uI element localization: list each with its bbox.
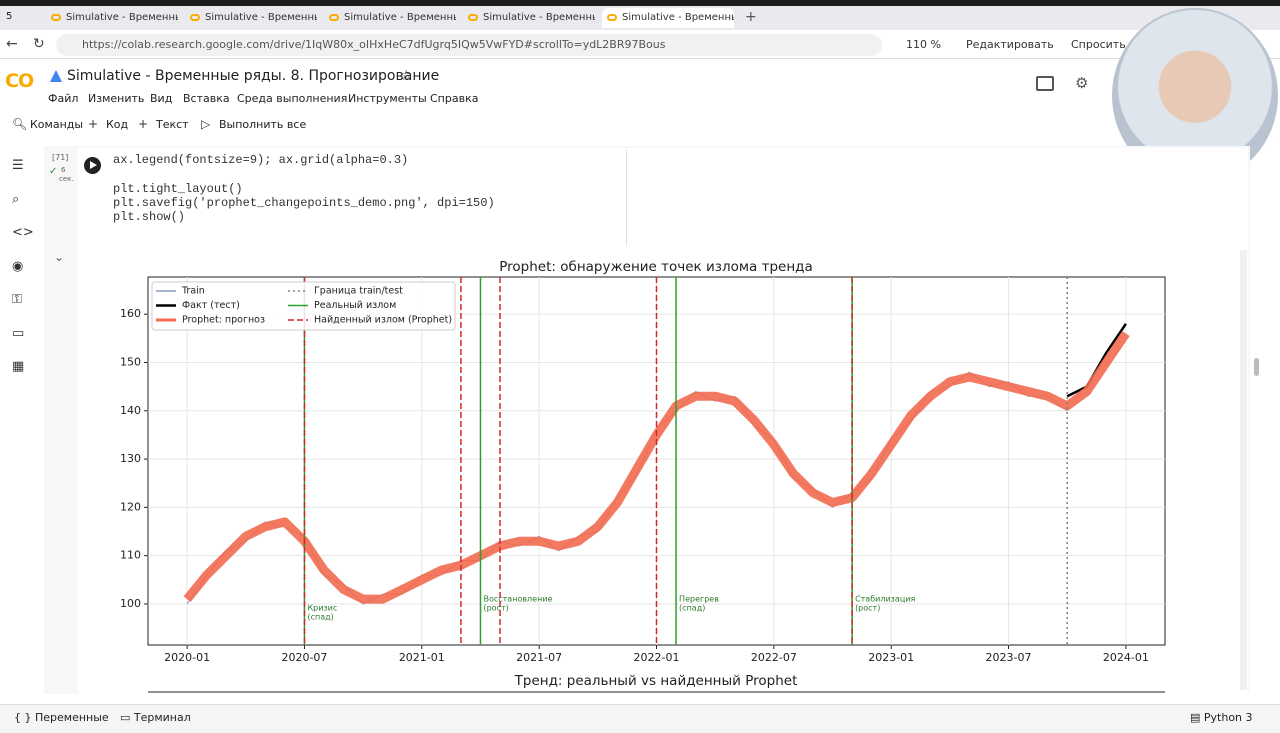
back[interactable]: ←	[6, 36, 18, 52]
comments[interactable]	[1036, 76, 1054, 91]
sidebar-icon[interactable]: ⌕	[12, 191, 20, 207]
scrollbar[interactable]	[1240, 250, 1247, 690]
sidebar-icon[interactable]: ☰	[12, 158, 24, 173]
toolbar-button[interactable]: Текст	[156, 118, 189, 131]
menu-item[interactable]: Файл	[48, 92, 79, 105]
code-line: plt.tight_layout()	[113, 182, 243, 196]
new-tab[interactable]: +	[745, 9, 757, 25]
code-editor[interactable]	[78, 148, 1248, 246]
sidebar	[0, 140, 40, 700]
toolbar-button[interactable]: Команды	[30, 118, 84, 131]
exec-count: [71]	[52, 153, 69, 162]
duration-unit: сек.	[59, 175, 74, 183]
toolbar-icon: 🔍︎	[12, 117, 28, 131]
runtime-label: Python 3	[1203, 711, 1253, 724]
terminal-label: Терминал	[133, 711, 191, 724]
os-strip	[0, 0, 1280, 6]
status-bar	[0, 704, 1280, 733]
variables-label: Переменные	[35, 711, 109, 724]
variables-button[interactable]: { } Переменные	[14, 711, 109, 724]
tab[interactable]: Simulative - Временные р	[185, 8, 317, 28]
sidebar-icon[interactable]: <>	[12, 225, 34, 240]
url[interactable]: https://colab.research.google.com/drive/…	[82, 38, 666, 51]
check: ✓	[49, 166, 58, 177]
runtime[interactable]: ▤ Python 3	[1190, 711, 1253, 724]
toolbar-icon: +	[88, 117, 99, 131]
menu-item[interactable]: Инструменты	[348, 92, 427, 105]
star[interactable]: ☆	[400, 68, 413, 84]
zoom[interactable]: 110 %	[906, 38, 941, 51]
tab[interactable]: Simulative - Временные р	[46, 8, 178, 28]
menu-item[interactable]: Изменить	[88, 92, 145, 105]
reload[interactable]: ↻	[33, 36, 45, 52]
url-box[interactable]	[56, 34, 882, 56]
duration: 6	[61, 166, 66, 174]
sidebar-icon[interactable]: ▭	[12, 325, 25, 341]
sidebar-icon[interactable]: ◉	[12, 258, 24, 274]
edit-button[interactable]: Редактировать	[966, 38, 1054, 51]
colab-logo[interactable]: CO	[5, 70, 34, 92]
ask-button[interactable]: Спросить А	[1071, 38, 1137, 51]
toolbar-button[interactable]: Выполнить все	[219, 118, 307, 131]
run-icon	[90, 161, 97, 169]
notebook-title[interactable]: Simulative - Временные ряды. 8. Прогнози…	[67, 68, 440, 84]
sidebar-icon[interactable]: ⚿	[12, 292, 22, 307]
tab[interactable]: Simulative - Временные р	[463, 8, 595, 28]
menu-item[interactable]: Среда выполнения	[237, 92, 348, 105]
settings[interactable]: ⚙	[1075, 74, 1089, 92]
sidebar-icon[interactable]: ▦	[12, 359, 25, 374]
divider	[626, 150, 627, 246]
code-line: plt.savefig('prophet_changepoints_demo.p…	[113, 196, 495, 210]
page-scroll-thumb[interactable]	[1254, 358, 1259, 376]
tab-count[interactable]: 5	[6, 11, 13, 22]
output-area	[78, 246, 1248, 694]
code-line: plt.show()	[113, 210, 186, 224]
terminal-button[interactable]: ▭ Терминал	[120, 711, 191, 724]
code-line: ax.legend(fontsize=9); ax.grid(alpha=0.3…	[113, 153, 409, 167]
collapse-output[interactable]: ⌄	[54, 250, 65, 264]
colab-header	[0, 60, 1280, 140]
toolbar-icon: +	[138, 117, 149, 131]
toolbar-icon: ▷	[201, 117, 211, 131]
tab[interactable]: Simulative - Временные р	[324, 8, 456, 28]
menu-item[interactable]: Вставка	[183, 92, 230, 105]
toolbar-button[interactable]: Код	[106, 118, 129, 131]
tab[interactable]: Simulative - Временные	[602, 8, 734, 28]
menu-item[interactable]: Вид	[150, 92, 173, 105]
menu-item[interactable]: Справка	[430, 92, 479, 105]
